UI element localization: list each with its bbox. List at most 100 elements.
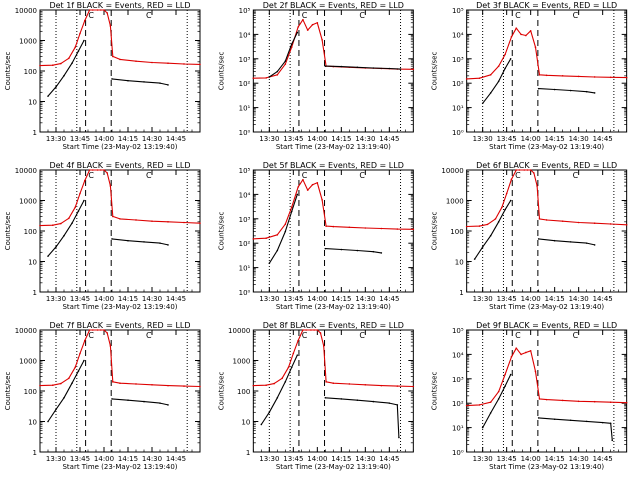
lld-data-point <box>465 78 468 80</box>
x-axis-label: Start Time (23-May-02 13:19:40) <box>62 143 177 151</box>
plot-panel-9: Det 9f BLACK = Events, RED = LLD 10⁰ 10¹ 10… <box>431 321 628 471</box>
events-data-point <box>47 95 49 97</box>
interval-marker: C <box>302 11 308 20</box>
y-tick-label: 10 <box>241 419 250 427</box>
lld-data-point <box>103 169 105 171</box>
lld-data-point <box>593 400 596 403</box>
x-tick-label: 14:00 <box>521 455 541 463</box>
lld-data-point <box>533 172 535 174</box>
events-data-point <box>167 84 169 86</box>
events-data-point <box>356 399 359 401</box>
events-data-point <box>609 422 612 425</box>
lld-data-point <box>520 33 522 36</box>
x-tick-label: 14:30 <box>142 455 162 463</box>
lld-data-point <box>313 329 315 331</box>
lld-data-point <box>100 329 102 331</box>
lld-data-point <box>39 64 41 67</box>
lld-data-point <box>510 178 513 180</box>
y-tick-label: 10⁴ <box>239 31 251 39</box>
lld-data-point <box>290 46 293 48</box>
plot-title: Det 7f BLACK = Events, RED = LLD <box>49 321 190 330</box>
lld-data-point <box>297 339 299 342</box>
y-tick-label: 10² <box>452 80 464 88</box>
y-tick-label: 1 <box>459 289 463 297</box>
events-series-line <box>260 354 298 425</box>
events-data-point <box>481 426 484 429</box>
lld-data-point <box>316 329 319 331</box>
events-data-point <box>585 242 588 244</box>
events-data-point <box>340 398 343 400</box>
events-data-point <box>159 82 161 84</box>
lld-data-point <box>593 76 596 78</box>
lld-data-point <box>292 352 295 355</box>
lld-data-point <box>103 9 105 11</box>
y-tick-label: 100 <box>237 388 250 396</box>
lld-data-point <box>112 215 114 218</box>
events-series-line <box>111 238 169 246</box>
interval-marker: C <box>88 331 94 340</box>
x-tick-label: 14:15 <box>118 135 138 143</box>
lld-data-point <box>525 351 527 354</box>
lld-data-point <box>151 383 153 386</box>
lld-series-line <box>39 9 201 67</box>
lld-data-point <box>199 63 201 66</box>
x-tick-label: 13:45 <box>70 455 90 463</box>
events-data-point <box>276 396 279 399</box>
x-tick-label: 13:30 <box>473 135 493 143</box>
events-data-point <box>63 74 65 77</box>
lld-data-point <box>68 57 70 60</box>
x-tick-label: 14:00 <box>521 295 541 303</box>
lld-data-point <box>281 377 283 380</box>
lld-series-line <box>253 19 414 79</box>
events-data-point <box>276 70 279 73</box>
lld-data-point <box>284 63 287 66</box>
lld-data-point <box>396 228 399 230</box>
lld-data-point <box>321 39 323 41</box>
y-tick-label: 10⁴ <box>452 351 464 359</box>
lld-data-point <box>529 169 532 171</box>
x-tick-label: 13:45 <box>283 455 303 463</box>
plot-title: Det 8f BLACK = Events, RED = LLD <box>263 321 404 330</box>
interval-marker: C <box>146 171 152 180</box>
events-series-line <box>47 360 85 422</box>
x-tick-label: 14:00 <box>521 135 541 143</box>
events-data-point <box>290 366 293 369</box>
lld-data-point <box>287 366 290 369</box>
y-tick-label: 10⁵ <box>452 327 464 335</box>
events-data-point <box>167 244 169 246</box>
events-data-point <box>83 39 85 42</box>
interval-marker: C <box>573 171 579 180</box>
lld-data-point <box>510 35 513 38</box>
lld-data-point <box>106 332 108 334</box>
x-tick-label: 14:00 <box>307 135 327 143</box>
lld-data-point <box>489 401 492 403</box>
y-axis-label: Counts/sec <box>4 52 12 91</box>
x-tick-label: 13:30 <box>46 135 66 143</box>
x-tick-label: 13:30 <box>259 135 279 143</box>
events-data-point <box>268 76 271 78</box>
lld-data-point <box>364 383 367 386</box>
lld-data-point <box>609 76 612 79</box>
events-data-point <box>593 244 596 246</box>
lld-data-point <box>577 75 580 78</box>
lld-data-point <box>561 75 564 77</box>
lld-data-point <box>625 401 628 404</box>
lld-data-point <box>311 23 314 26</box>
lld-data-point <box>265 77 267 79</box>
x-tick-label: 13:45 <box>70 295 90 303</box>
events-data-point <box>497 398 500 400</box>
lld-data-point <box>545 74 548 77</box>
lld-data-point <box>96 9 99 11</box>
lld-data-point <box>88 329 91 331</box>
y-tick-label: 10⁵ <box>452 7 464 15</box>
lld-data-point <box>109 25 112 27</box>
lld-data-point <box>497 390 500 393</box>
events-data-point <box>55 86 57 88</box>
x-axis-label: Start Time (23-May-02 13:19:40) <box>489 143 604 151</box>
plot-panel-2: Det 2f BLACK = Events, RED = LLD 10⁰ 10¹ 10… <box>217 1 415 151</box>
y-tick-label: 10⁵ <box>239 7 251 15</box>
lld-data-point <box>465 225 468 228</box>
events-series-line <box>325 65 401 70</box>
y-tick-label: 1 <box>33 289 37 297</box>
x-tick-label: 14:15 <box>331 455 351 463</box>
